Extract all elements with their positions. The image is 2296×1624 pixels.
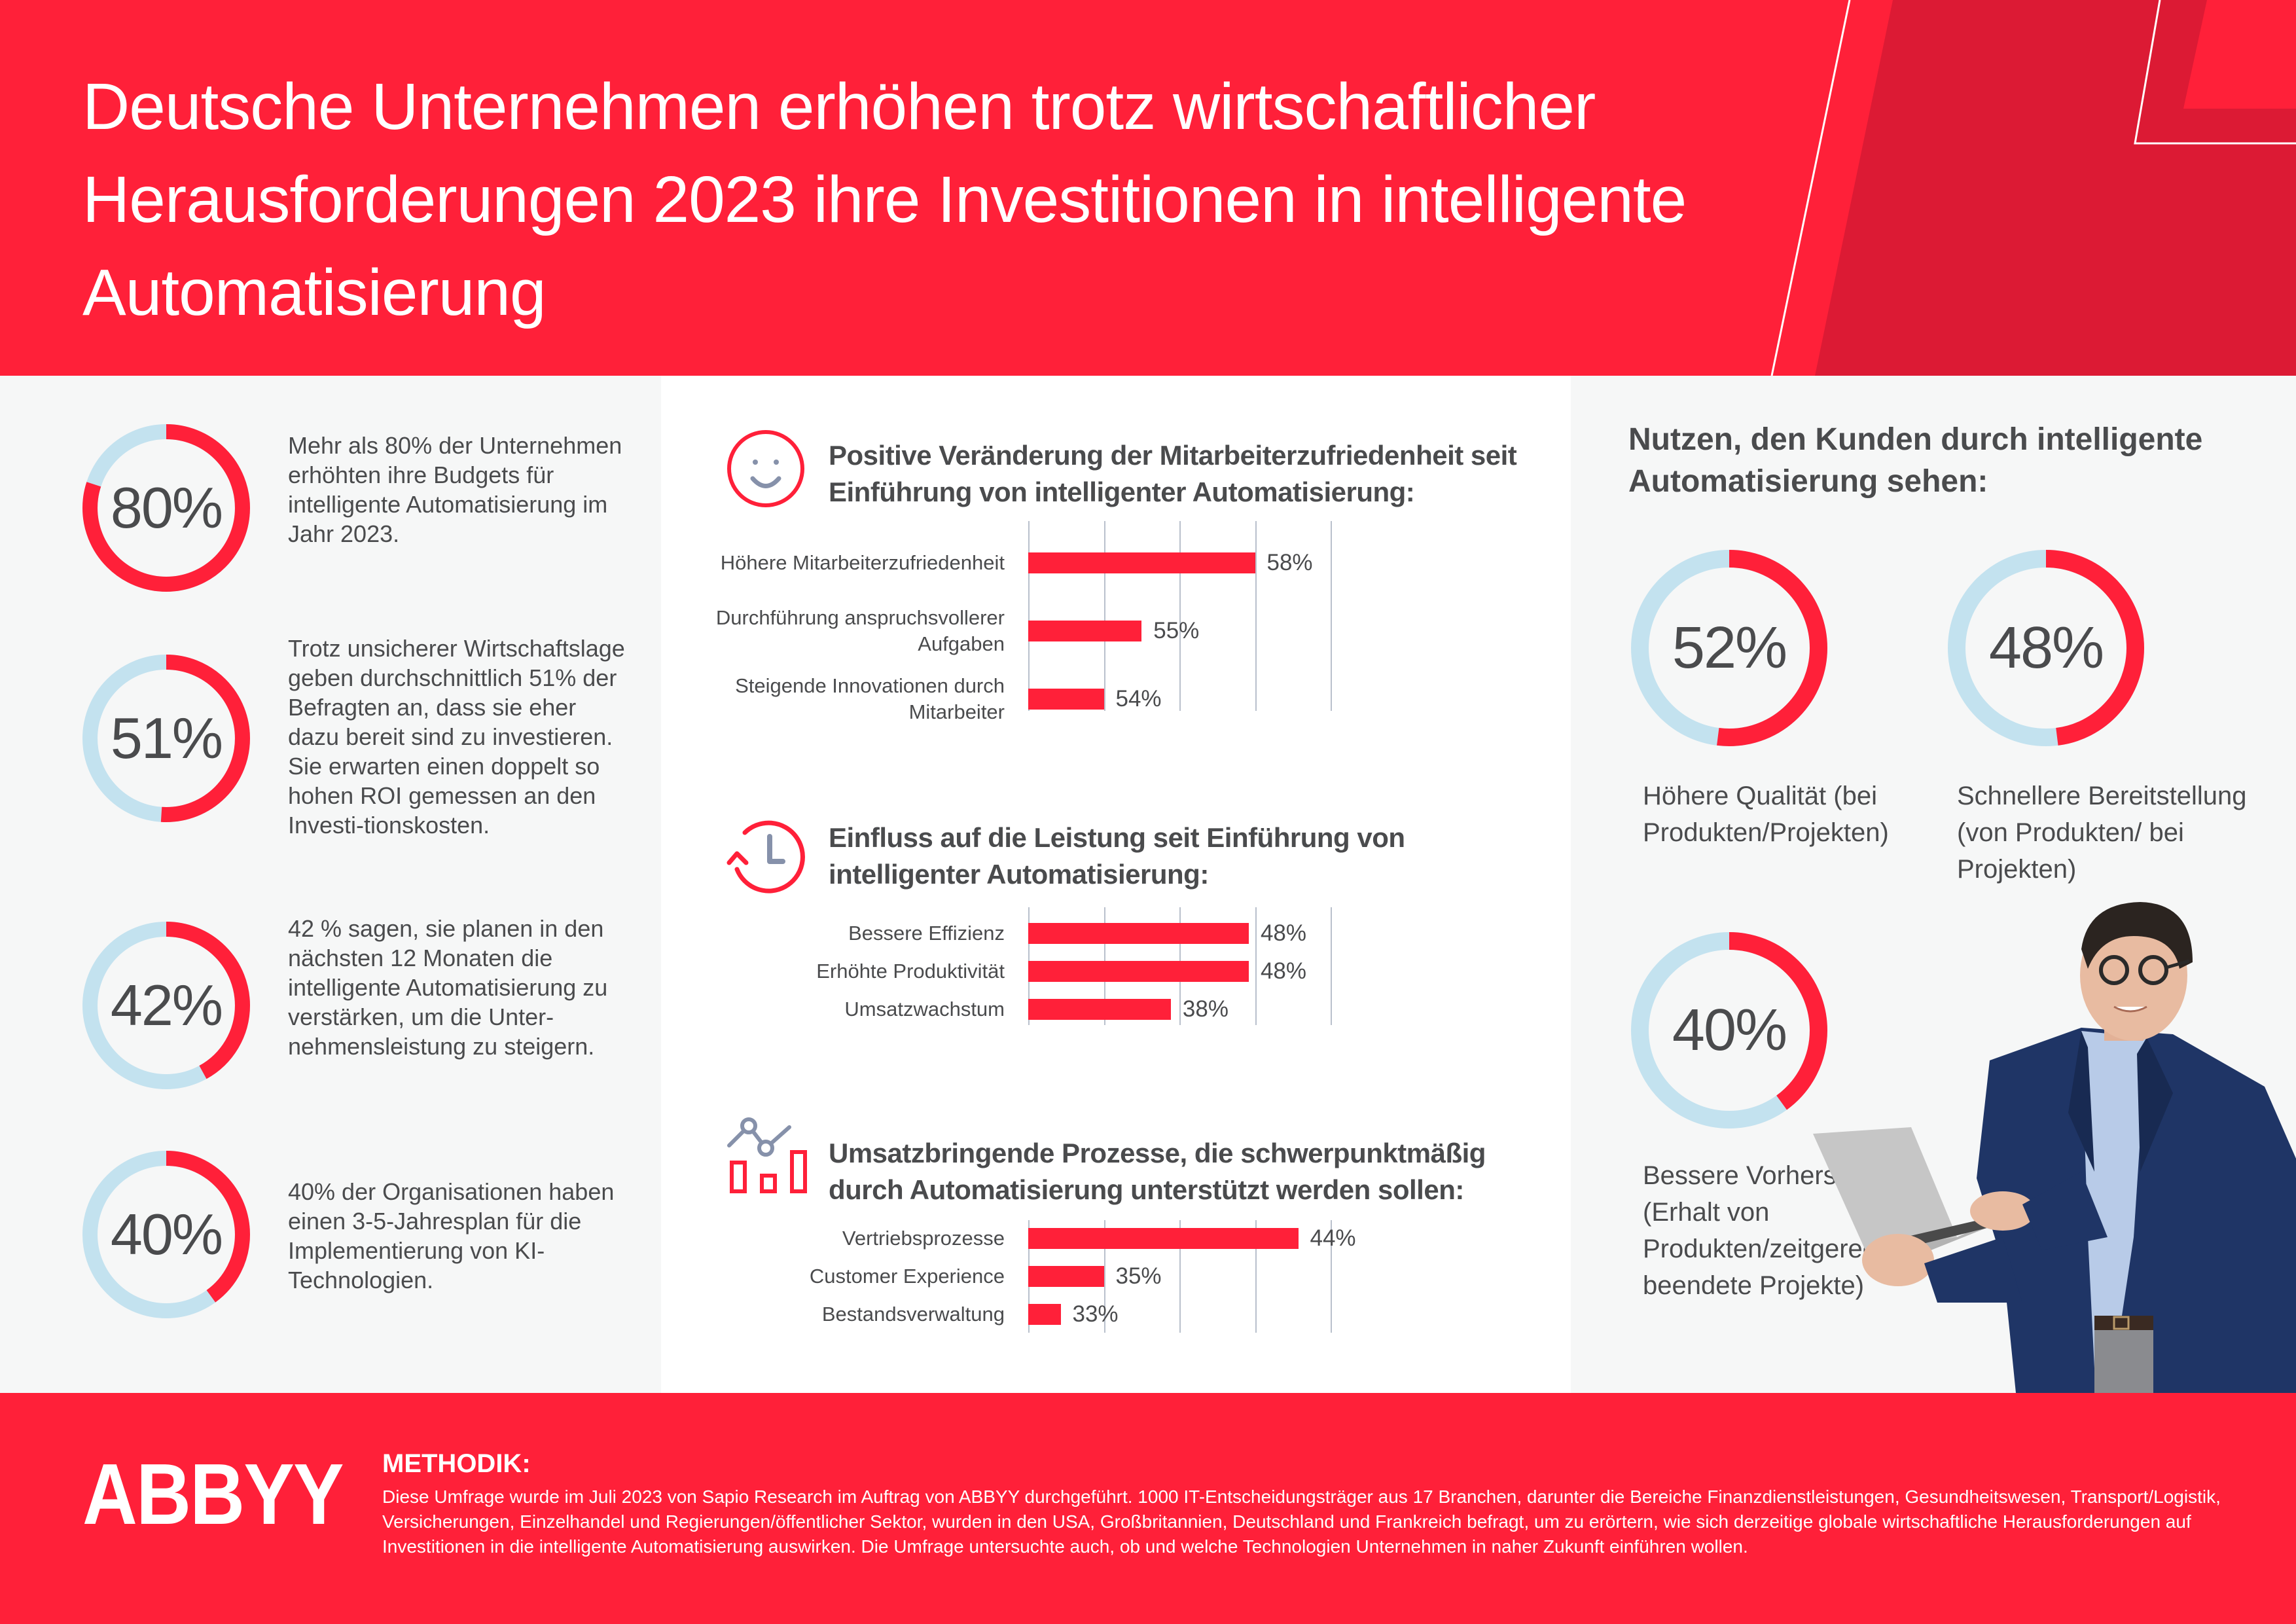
ring-progress-arc [82,424,251,592]
chart-title: Umsatzbringende Prozesse, die schwerpunk… [829,1138,1486,1205]
white-diagonal-line [1770,0,1851,376]
stat-value: 40% [1672,997,1787,1063]
progress-ring: 40% [1631,932,1827,1128]
grid-line [1103,521,1105,711]
bar-value-label: 48% [1260,958,1307,984]
grid-line [1255,1220,1257,1333]
chart-title: Positive Veränderung der Mitarbeiterzufr… [829,440,1517,507]
grid-line [1255,521,1257,711]
red-corner-block [2183,0,2296,109]
ring-progress-arc [1631,550,1827,746]
grid-line [1331,1220,1332,1333]
stat-value: 40% [110,1202,223,1267]
bar-category-label: Bestandsverwaltung [821,1303,1005,1326]
bar-category-label: Bessere Effizienz [848,922,1005,945]
bar-category-label: Höhere Mitarbeiterzufriedenheit [720,551,1005,574]
bar-chart: Vertriebsprozesse 44% Customer Experience 3… [661,1220,1571,1333]
bar [1028,1304,1061,1325]
ring-progress-arc [1631,932,1827,1128]
ring-progress-arc [82,921,251,1090]
bar-category-label: Durchführung anspruchsvollerer Aufgaben [715,606,1005,655]
grid-line [1179,521,1181,711]
bar [1028,1228,1299,1249]
stat-description: Trotz unsicherer Wirtschaftslage geben d… [288,635,625,839]
bar-chart: Bessere Effizienz 48% Erhöhte Produktivitä… [661,907,1571,1025]
bar-category-label: Umsatzwachstum [844,998,1005,1020]
grid-line [1179,1220,1181,1333]
bar-value-label: 44% [1310,1225,1356,1251]
dark-red-panel [1815,0,2296,376]
section-title: Nutzen, den Kunden durch intelligente Au… [1628,422,2203,499]
bar-value-label: 33% [1072,1301,1119,1327]
progress-ring: 48% [1948,550,2144,746]
bar-value-label: 55% [1153,618,1200,643]
stat-caption: Schnellere Bereitstellung (von Produkten… [1957,782,2247,884]
bar-category-label: Customer Experience [809,1265,1005,1288]
ring-progress-arc [82,1150,251,1319]
left-stats-column: 80% Mehr als 80% der Unternehmen erhöhte… [0,376,661,1393]
ring-progress-arc [1948,550,2144,746]
bar-value-label: 35% [1115,1263,1162,1289]
stat-value: 80% [110,475,223,540]
methodik-text: Diese Umfrage wurde im Juli 2023 von Sap… [382,1487,2221,1557]
stat-description: 42 % sagen, sie planen in den nächsten 1… [288,915,608,1060]
bar-chart: Höhere Mitarbeiterzufriedenheit 58% Durchf… [661,521,1571,723]
bar-value-label: 38% [1182,996,1229,1022]
ring-progress-arc [82,654,251,823]
white-corner-line [2134,0,2296,145]
bar [1028,923,1249,944]
stat-value: 52% [1672,615,1787,681]
bar [1028,621,1142,641]
bar-category-label: Erhöhte Produktivität [816,960,1005,983]
stat-caption: Bessere Vorhersagen (Erhalt von Produkte… [1643,1161,1898,1300]
grid-line [1331,521,1332,711]
stat-description: Mehr als 80% der Unternehmen erhöhten ih… [288,432,622,547]
stat-caption: Höhere Qualität (bei Produkten/Projekten… [1643,782,1889,847]
abbyy-logo: ABBYY [82,1446,344,1542]
bar-value-label: 58% [1266,550,1313,575]
grid-line [1331,907,1332,1025]
bar [1028,1266,1104,1287]
stat-description: 40% der Organisationen haben einen 3-5-J… [288,1178,615,1293]
header-decoration [1770,0,2296,376]
progress-ring: 40% [82,1150,251,1319]
smiley-icon [727,430,804,507]
bar-category-label: Vertriebsprozesse [842,1227,1005,1250]
grid-line [1103,1220,1105,1333]
stat-value: 48% [1988,615,2104,681]
progress-ring: 51% [82,654,251,823]
progress-ring: 42% [82,921,251,1090]
header-banner: Deutsche Unternehmen erhöhen trotz wirts… [0,0,2296,376]
grid-line [1028,521,1030,711]
grid-line [1255,907,1257,1025]
bar-value-label: 48% [1260,920,1307,946]
bar [1028,999,1171,1020]
bar [1028,689,1104,710]
footer: ABBYY METHODIK: Diese Umfrage wurde im J… [0,1393,2296,1624]
bar-category-label: Steigende Innovationen durch Mitarbeiter [735,674,1005,723]
chart-title: Einfluss auf die Leistung seit Einführun… [829,822,1405,890]
bar [1028,961,1249,982]
businessman-with-laptop-image [1813,902,2296,1393]
clock-refresh-icon [726,820,805,893]
page-title: Deutsche Unternehmen erhöhen trotz wirts… [82,70,1687,329]
analytics-chart-icon [727,1117,807,1193]
charts-column: Positive Veränderung der Mitarbeiterzufr… [661,376,1571,1393]
progress-ring: 52% [1631,550,1827,746]
bar-value-label: 54% [1115,686,1162,712]
bar [1028,552,1255,573]
stat-value: 51% [110,706,223,770]
progress-ring: 80% [82,424,251,592]
stat-value: 42% [110,973,223,1038]
methodik-title: METHODIK: [382,1449,531,1478]
